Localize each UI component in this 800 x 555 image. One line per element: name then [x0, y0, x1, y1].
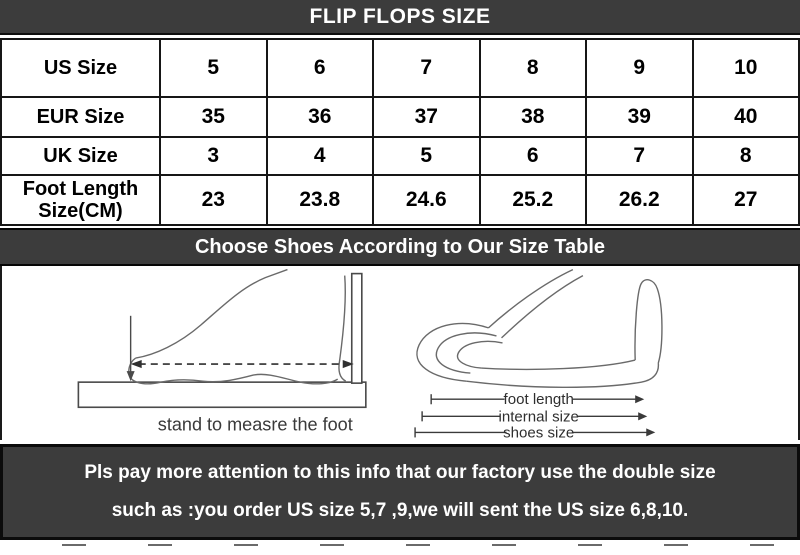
uk-size-cell: 8 [691, 136, 800, 176]
dimension-arrow [635, 395, 645, 404]
foot-length-cell: 23.8 [265, 174, 374, 226]
us-size-cell: 6 [265, 38, 374, 98]
row-header-uk-size: UK Size [0, 136, 161, 176]
left-diagram-caption: stand to measre the foot [158, 414, 353, 434]
foot-outline-sole [128, 357, 339, 385]
eur-size-cell: 36 [265, 96, 374, 138]
table-row-foot-length: Foot Length Size(CM) 23 23.8 24.6 25.2 2… [0, 174, 800, 226]
eur-size-cell: 39 [585, 96, 694, 138]
us-size-cell: 9 [585, 38, 694, 98]
uk-size-cell: 6 [478, 136, 587, 176]
shoe-strap-line-1 [487, 268, 574, 329]
dimension-arrow [646, 428, 656, 437]
shoe-sole-bottom [466, 362, 660, 389]
chart-title-bar: FLIP FLOPS SIZE [0, 0, 800, 35]
row-header-eur-size: EUR Size [0, 96, 161, 138]
shoe-insole-line [481, 359, 636, 371]
shoe-toe-middle [435, 332, 497, 374]
uk-size-cell: 7 [585, 136, 694, 176]
table-row-eur-size: EUR Size 35 36 37 38 39 40 [0, 96, 800, 138]
cropped-next-row-strip [0, 544, 800, 546]
banner-text: Choose Shoes According to Our Size Table [194, 235, 606, 258]
eur-size-cell: 37 [372, 96, 481, 138]
shoe-strap-line-2 [501, 274, 584, 339]
toe-guide-arrow [126, 371, 135, 382]
measuring-board [77, 381, 367, 409]
size-table: US Size 5 6 7 8 9 10 EUR Size 35 36 37 3… [0, 38, 800, 226]
foot-length-cell: 25.2 [478, 174, 587, 226]
foot-measure-sketch: stand to measre the foot [77, 268, 367, 434]
foot-outline-heel [338, 275, 347, 382]
eur-size-cell: 40 [691, 96, 800, 138]
measurement-diagram: stand to measre the foot foot length [0, 266, 800, 440]
choose-shoes-banner: Choose Shoes According to Our Size Table [0, 228, 800, 266]
foot-length-cell: 24.6 [372, 174, 481, 226]
row-header-foot-length: Foot Length Size(CM) [0, 174, 161, 226]
us-size-cell: 5 [159, 38, 268, 98]
uk-size-cell: 5 [372, 136, 481, 176]
notice-line-2: such as :you order US size 5,7 ,9,we wil… [111, 499, 689, 521]
shoe-toe-inner [456, 340, 503, 369]
foot-length-cell: 26.2 [585, 174, 694, 226]
us-size-cell: 10 [691, 38, 800, 98]
measure-arrow-left [130, 360, 142, 369]
shoe-heel-outline [634, 279, 663, 364]
table-row-uk-size: UK Size 3 4 5 6 7 8 [0, 136, 800, 176]
double-size-notice-panel: Pls pay more attention to this info that… [0, 444, 800, 540]
row-header-us-size: US Size [0, 38, 161, 98]
foot-length-cell: 27 [691, 174, 800, 226]
internal-size-label: internal size [499, 408, 579, 425]
uk-size-cell: 3 [159, 136, 268, 176]
us-size-cell: 7 [372, 38, 481, 98]
chart-title: FLIP FLOPS SIZE [309, 4, 491, 28]
measure-arrow-right [342, 360, 354, 369]
shoe-size-sketch: foot length internal size shoes size [414, 268, 663, 440]
us-size-cell: 8 [478, 38, 587, 98]
foot-length-cell: 23 [159, 174, 268, 226]
shoes-size-label: shoes size [503, 424, 574, 440]
notice-line-1: Pls pay more attention to this info that… [84, 462, 716, 484]
table-row-us-size: US Size 5 6 7 8 9 10 [0, 38, 800, 98]
uk-size-cell: 4 [265, 136, 374, 176]
foot-outline-top [135, 268, 288, 359]
foot-length-label: foot length [504, 391, 574, 408]
dimension-arrow [638, 412, 648, 421]
eur-size-cell: 38 [478, 96, 587, 138]
eur-size-cell: 35 [159, 96, 268, 138]
measuring-wall [350, 272, 363, 384]
shoe-toe-outer [416, 322, 489, 382]
